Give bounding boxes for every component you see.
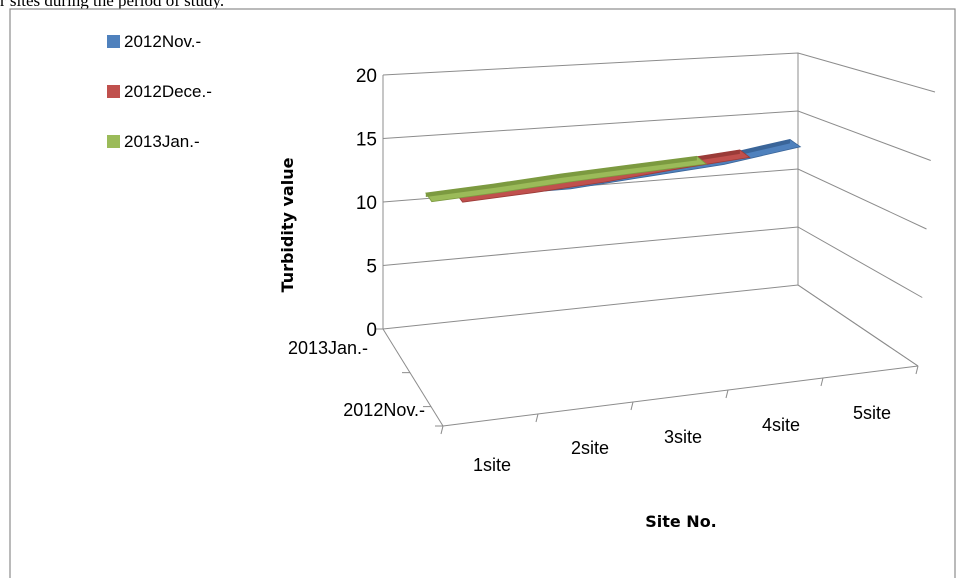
legend-label: 2012Dece.- bbox=[124, 82, 212, 101]
figure-caption: r sites during the period of study. bbox=[0, 0, 225, 10]
depth-tick-label: 2012Nov.- bbox=[343, 400, 425, 420]
x-tick-label: 2site bbox=[571, 438, 609, 458]
x-tick-mark bbox=[630, 401, 634, 411]
y-tick-label: 20 bbox=[356, 66, 377, 87]
x-tick-mark bbox=[725, 389, 729, 399]
labels-layer: 0 5 10 15 20 1site 2site 3site 4site 5site 2013Jan… bbox=[278, 66, 891, 531]
y-tick-label: 10 bbox=[356, 193, 377, 214]
legend-swatch bbox=[107, 35, 120, 48]
series-layer bbox=[425, 138, 802, 203]
y-tick-label: 15 bbox=[356, 130, 377, 151]
x-tick-mark bbox=[820, 377, 824, 387]
floor-right-edge bbox=[797, 284, 919, 367]
gridline bbox=[382, 226, 923, 298]
legend: 2012Nov.- 2012Dece.- 2013Jan.- bbox=[107, 32, 212, 151]
depth-axis-line bbox=[382, 328, 444, 427]
x-tick-label: 3site bbox=[664, 427, 702, 447]
legend-swatch bbox=[107, 85, 120, 98]
legend-label: 2013Jan.- bbox=[124, 132, 200, 151]
gridline bbox=[382, 52, 936, 93]
x-tick-mark bbox=[535, 413, 539, 423]
x-axis-title: Site No. bbox=[645, 512, 717, 531]
x-axis-line bbox=[442, 365, 919, 427]
chart-border bbox=[9, 8, 956, 578]
x-tick-mark bbox=[915, 365, 919, 375]
series-ribbon-edge bbox=[425, 156, 697, 198]
x-tick-mark bbox=[440, 425, 444, 435]
gridline bbox=[382, 284, 919, 367]
y-tick-label: 5 bbox=[366, 257, 377, 278]
y-axis-title: Turbidity value bbox=[278, 157, 297, 292]
chart-walls bbox=[375, 52, 936, 435]
x-tick-label: 4site bbox=[762, 415, 800, 435]
depth-tick-label: 2013Jan.- bbox=[288, 338, 368, 358]
gridline bbox=[382, 110, 931, 161]
legend-label: 2012Nov.- bbox=[124, 32, 201, 51]
x-tick-label: 1site bbox=[473, 455, 511, 475]
x-tick-label: 5site bbox=[853, 403, 891, 423]
legend-swatch bbox=[107, 135, 120, 148]
y-tick-label: 0 bbox=[366, 320, 377, 341]
